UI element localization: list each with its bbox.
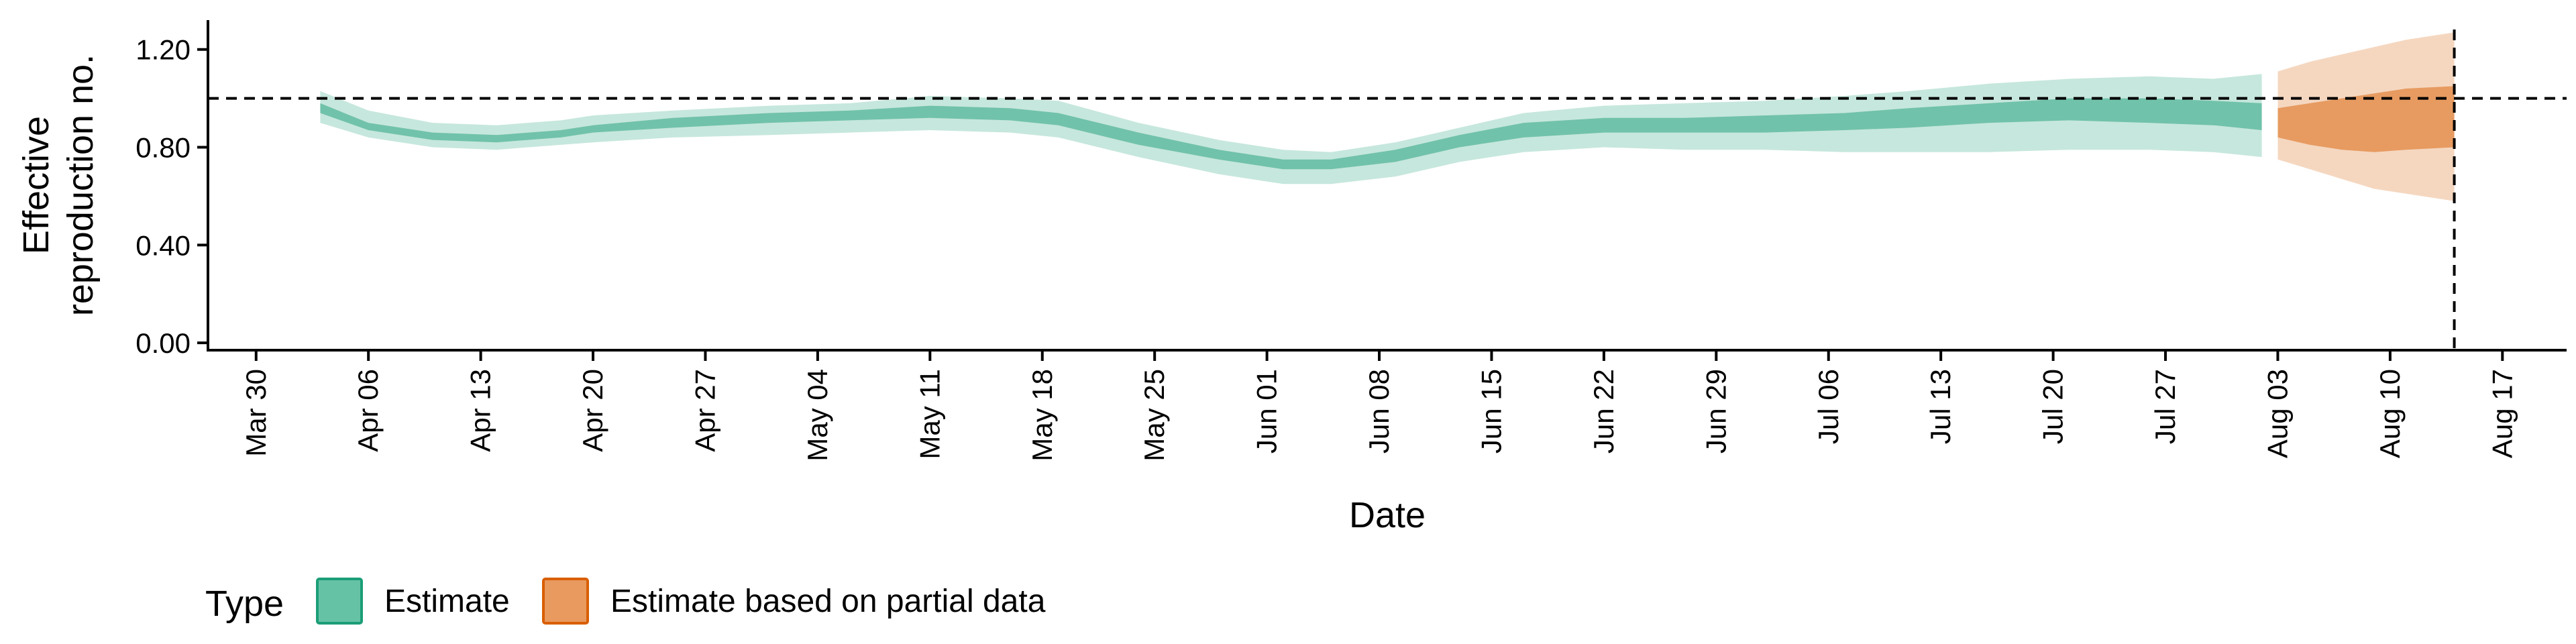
- x-tick-label: Jul 27: [2149, 369, 2181, 444]
- x-tick-label: Jun 08: [1363, 369, 1395, 453]
- y-tick-label: 1.20: [136, 34, 191, 66]
- x-tick-label: May 18: [1026, 369, 1058, 462]
- series-1-band-50: [2277, 86, 2455, 152]
- x-tick-label: Apr 13: [465, 369, 496, 452]
- x-tick-label: Aug 17: [2486, 369, 2518, 458]
- x-tick-label: Apr 27: [689, 369, 720, 452]
- x-tick-label: Jul 13: [1925, 369, 1956, 444]
- legend-entry-label: Estimate: [384, 584, 510, 619]
- x-tick-label: Jun 01: [1251, 369, 1283, 453]
- y-axis-label-line: Effective: [16, 116, 56, 254]
- x-tick-label: May 25: [1138, 369, 1170, 462]
- x-tick-label: Apr 06: [352, 369, 384, 452]
- x-tick-label: Jun 22: [1588, 369, 1619, 453]
- axes: [207, 20, 2567, 352]
- reference-lines: [208, 30, 2567, 350]
- y-tick-label: 0.00: [136, 327, 191, 359]
- series-0-band-50: [320, 98, 2262, 170]
- x-tick-label: Aug 10: [2374, 369, 2406, 458]
- legend-key-1: [542, 578, 589, 625]
- y-tick-label: 0.80: [136, 132, 191, 164]
- legend: Type Estimate Estimate based on partial da…: [205, 578, 1046, 625]
- x-tick-label: Apr 20: [577, 369, 608, 452]
- legend-key-0: [316, 578, 363, 625]
- y-tick-label: 0.40: [136, 229, 191, 261]
- x-tick-label: Aug 03: [2261, 369, 2293, 458]
- y-ticks: 0.00 0.40 0.80 1.20: [136, 34, 208, 359]
- legend-title: Type: [205, 584, 284, 624]
- series-0-band-90: [320, 74, 2262, 184]
- x-tick-label: May 11: [914, 369, 945, 460]
- y-axis-label-line: reproduction no.: [60, 54, 101, 316]
- x-tick-label: Jun 15: [1475, 369, 1507, 453]
- bands-layer: [320, 32, 2455, 201]
- legend-entry-label: Estimate based on partial data: [610, 584, 1046, 619]
- x-tick-label: May 04: [802, 369, 833, 462]
- x-tick-label: Jul 20: [2037, 369, 2069, 444]
- y-axis-label: Effective reproduction no.: [16, 54, 101, 316]
- x-ticks: Mar 30 Apr 06 Apr 13 Apr 20 Apr 27 May 04 May …: [240, 350, 2518, 462]
- x-tick-label: Jun 29: [1700, 369, 1731, 453]
- x-tick-label: Mar 30: [240, 369, 272, 457]
- x-axis-label: Date: [1349, 495, 1426, 535]
- x-tick-label: Jul 06: [1813, 369, 1844, 444]
